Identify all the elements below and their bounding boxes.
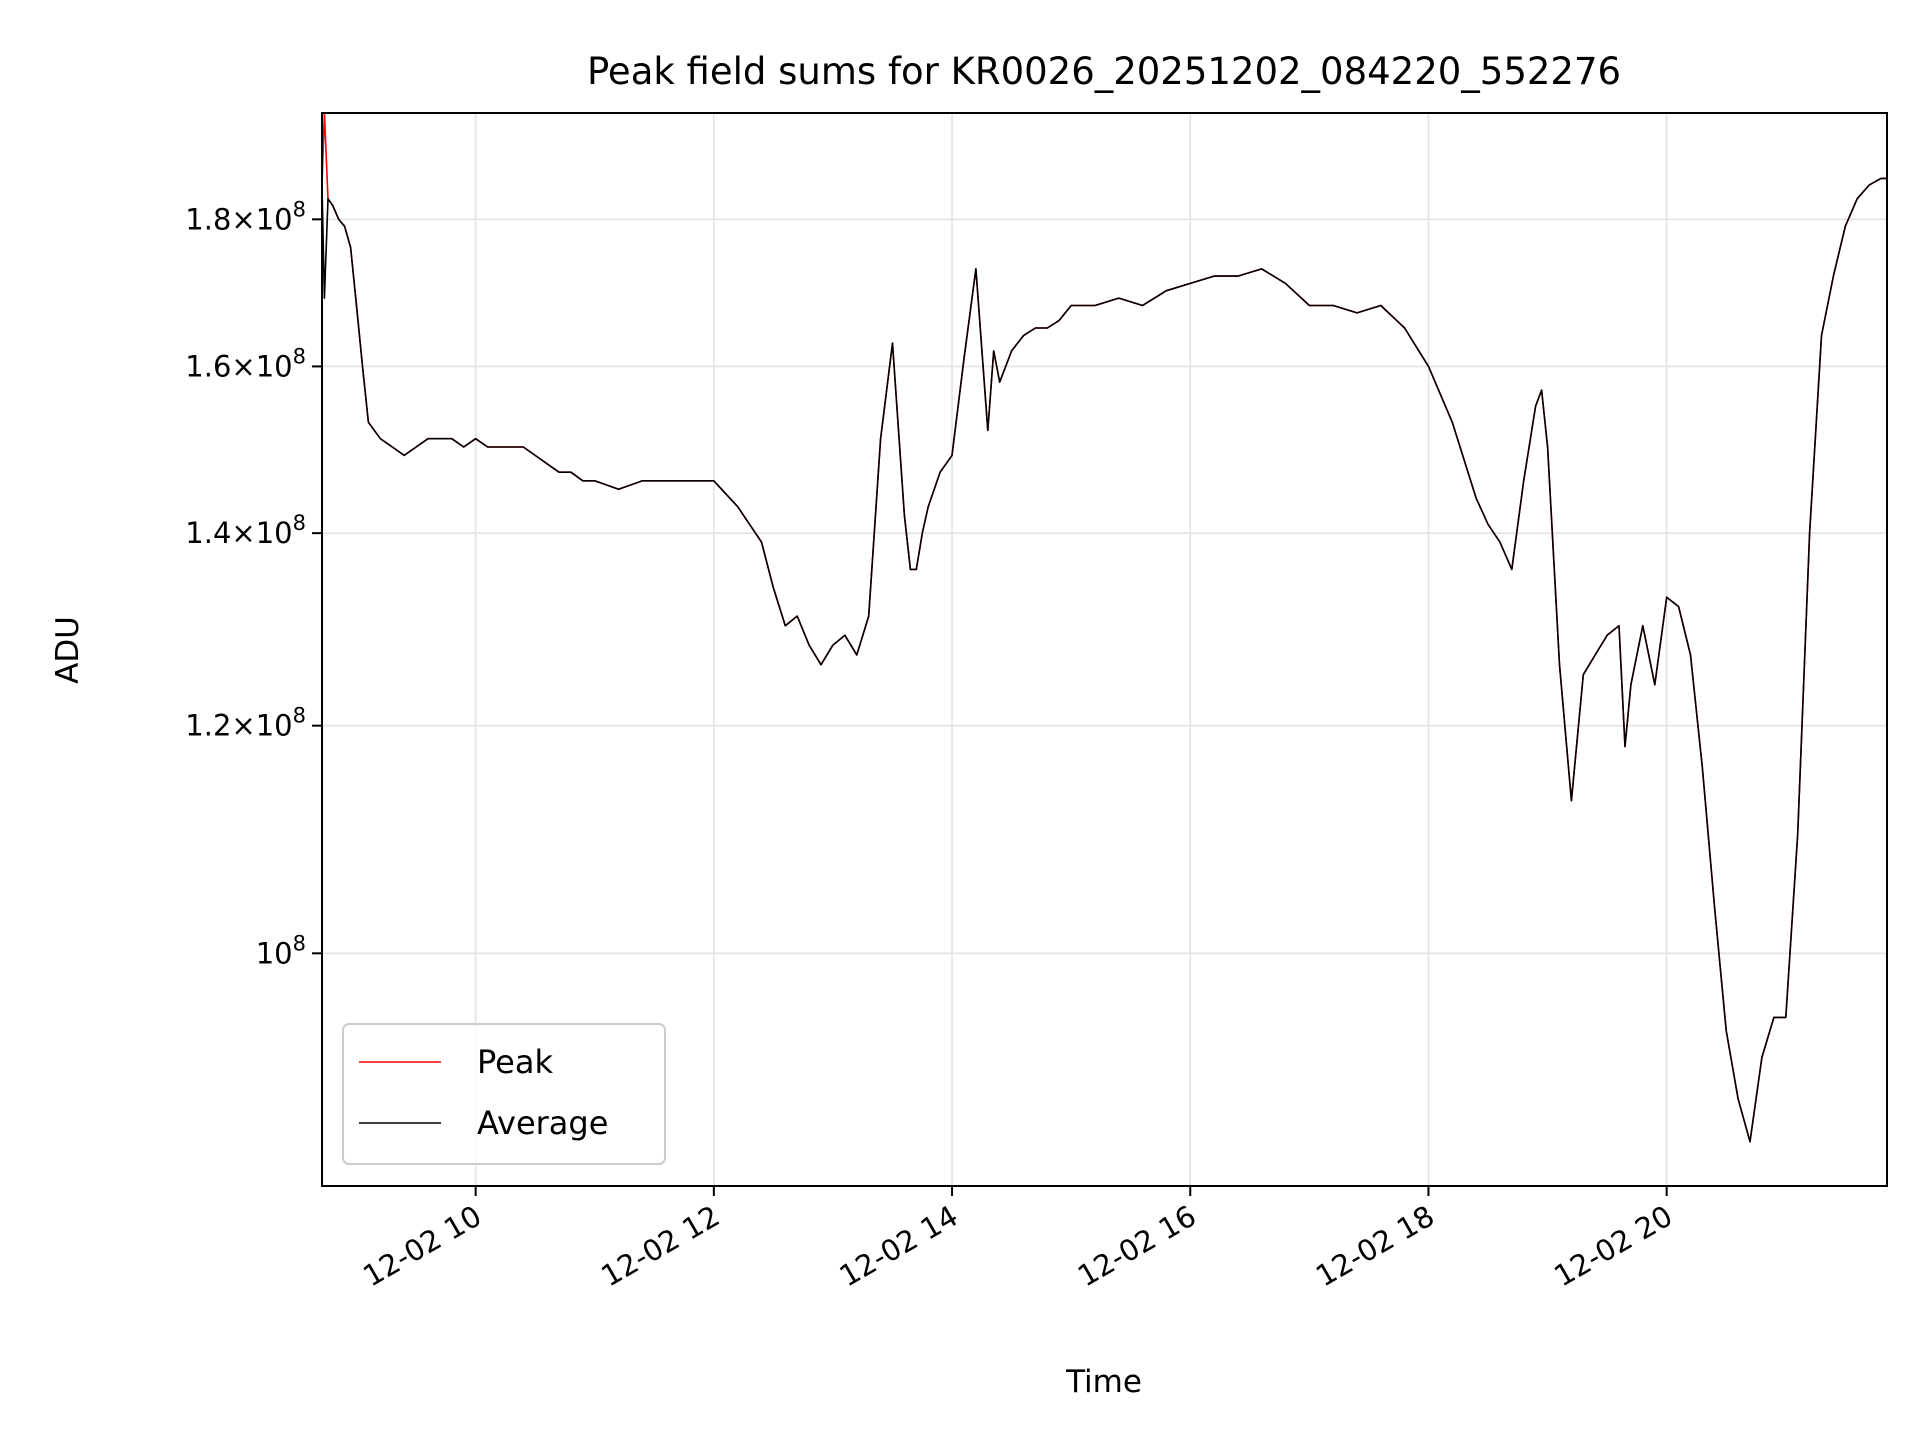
y-axis-label: ADU: [50, 616, 86, 684]
y-tick-label: 1.6×108: [185, 344, 306, 383]
x-axis-label: Time: [1065, 1364, 1142, 1400]
plot-frame: [321, 112, 1888, 1187]
y-tick-label: 1.2×108: [185, 704, 306, 743]
legend-label-peak: Peak: [477, 1043, 553, 1081]
y-tick-label: 1.4×108: [185, 511, 306, 550]
legend: Peak Average: [342, 1023, 666, 1165]
chart-title: Peak field sums for KR0026_20251202_0842…: [587, 50, 1621, 93]
series-lines: [321, 112, 1887, 1143]
y-tick-label: 108: [256, 931, 306, 970]
series-line-average: [321, 177, 1887, 1143]
y-tick-label: 1.8×108: [185, 197, 306, 236]
legend-box: [342, 1023, 666, 1165]
grid: [322, 113, 1887, 1186]
legend-label-average: Average: [477, 1104, 608, 1142]
